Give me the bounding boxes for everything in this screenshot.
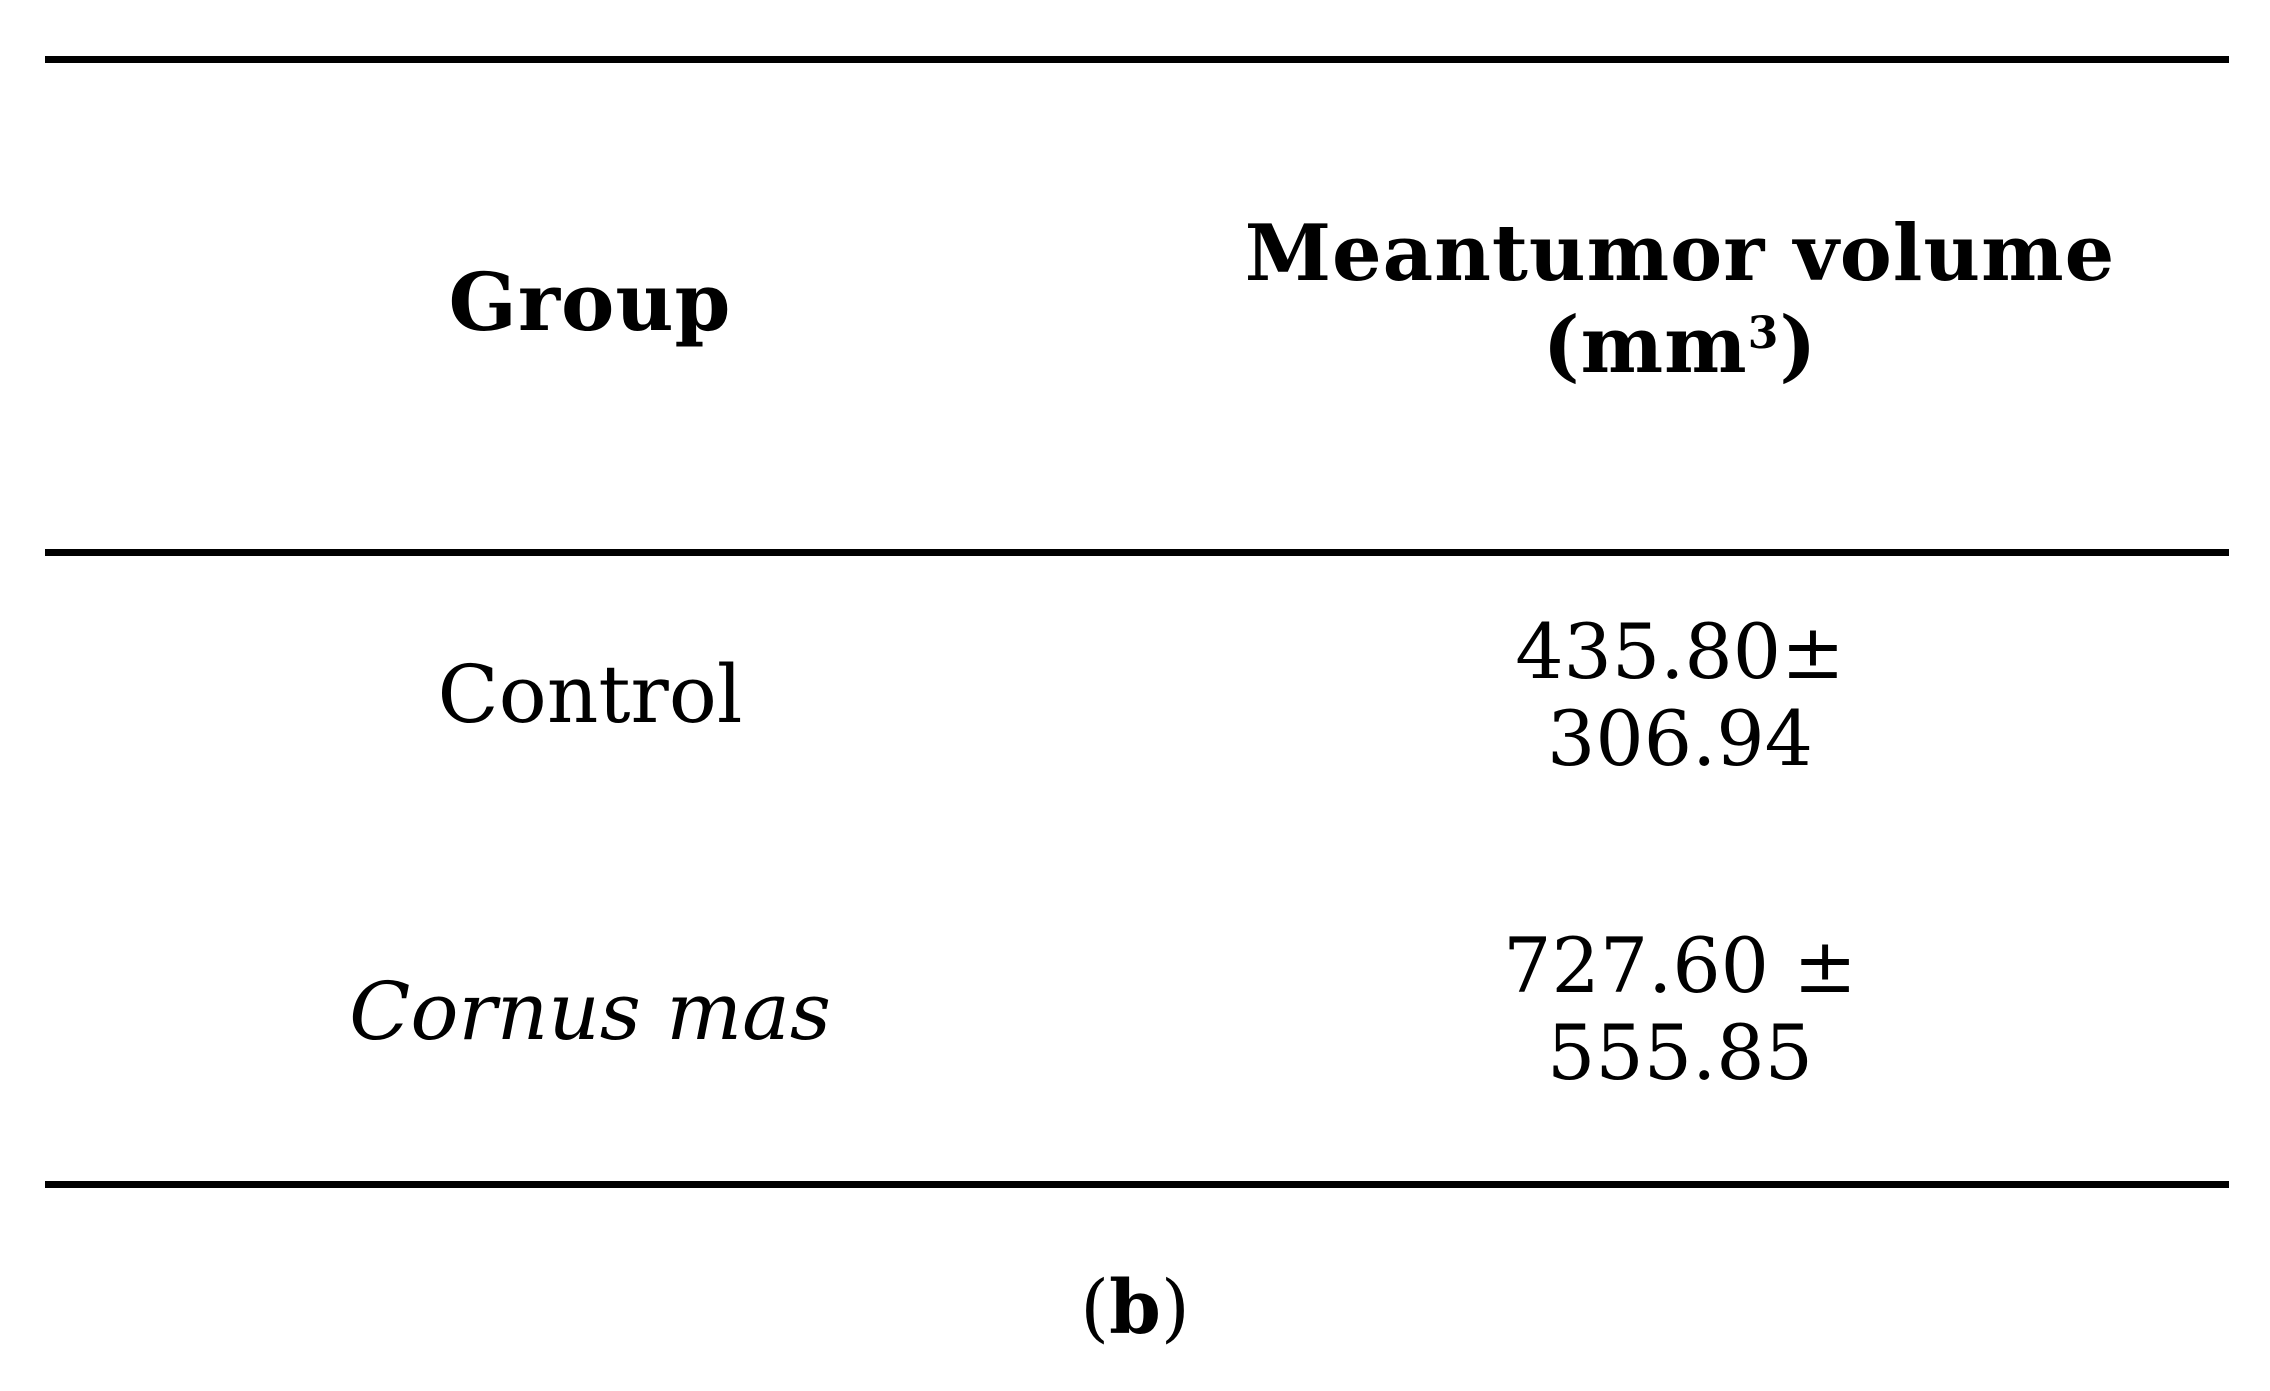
- value-sd: 555.85: [1547, 1008, 1813, 1098]
- header-volume-unit: (mm3): [1542, 300, 1818, 392]
- panel-caption: (b): [1080, 1265, 1190, 1351]
- value-mean: 727.60 ±: [1503, 921, 1857, 1010]
- table-row-control-value: 435.80± 306.94: [1180, 608, 2180, 783]
- header-mean-tumor-volume: Meantumor volume (mm3): [1180, 208, 2180, 392]
- header-group: Group: [448, 255, 732, 349]
- table-top-rule: [45, 56, 2229, 63]
- table-header-rule: [45, 549, 2229, 556]
- table-bottom-rule: [45, 1181, 2229, 1188]
- value-mean: 435.80±: [1515, 607, 1845, 696]
- table-row-cornus-mas-value: 727.60 ± 555.85: [1180, 922, 2180, 1097]
- table-row-cornus-mas-group: Cornus mas: [349, 965, 831, 1058]
- header-volume-title: Meantumor volume: [1244, 208, 2116, 299]
- value-sd: 306.94: [1547, 694, 1813, 784]
- table-row-control-group: Control: [437, 648, 743, 741]
